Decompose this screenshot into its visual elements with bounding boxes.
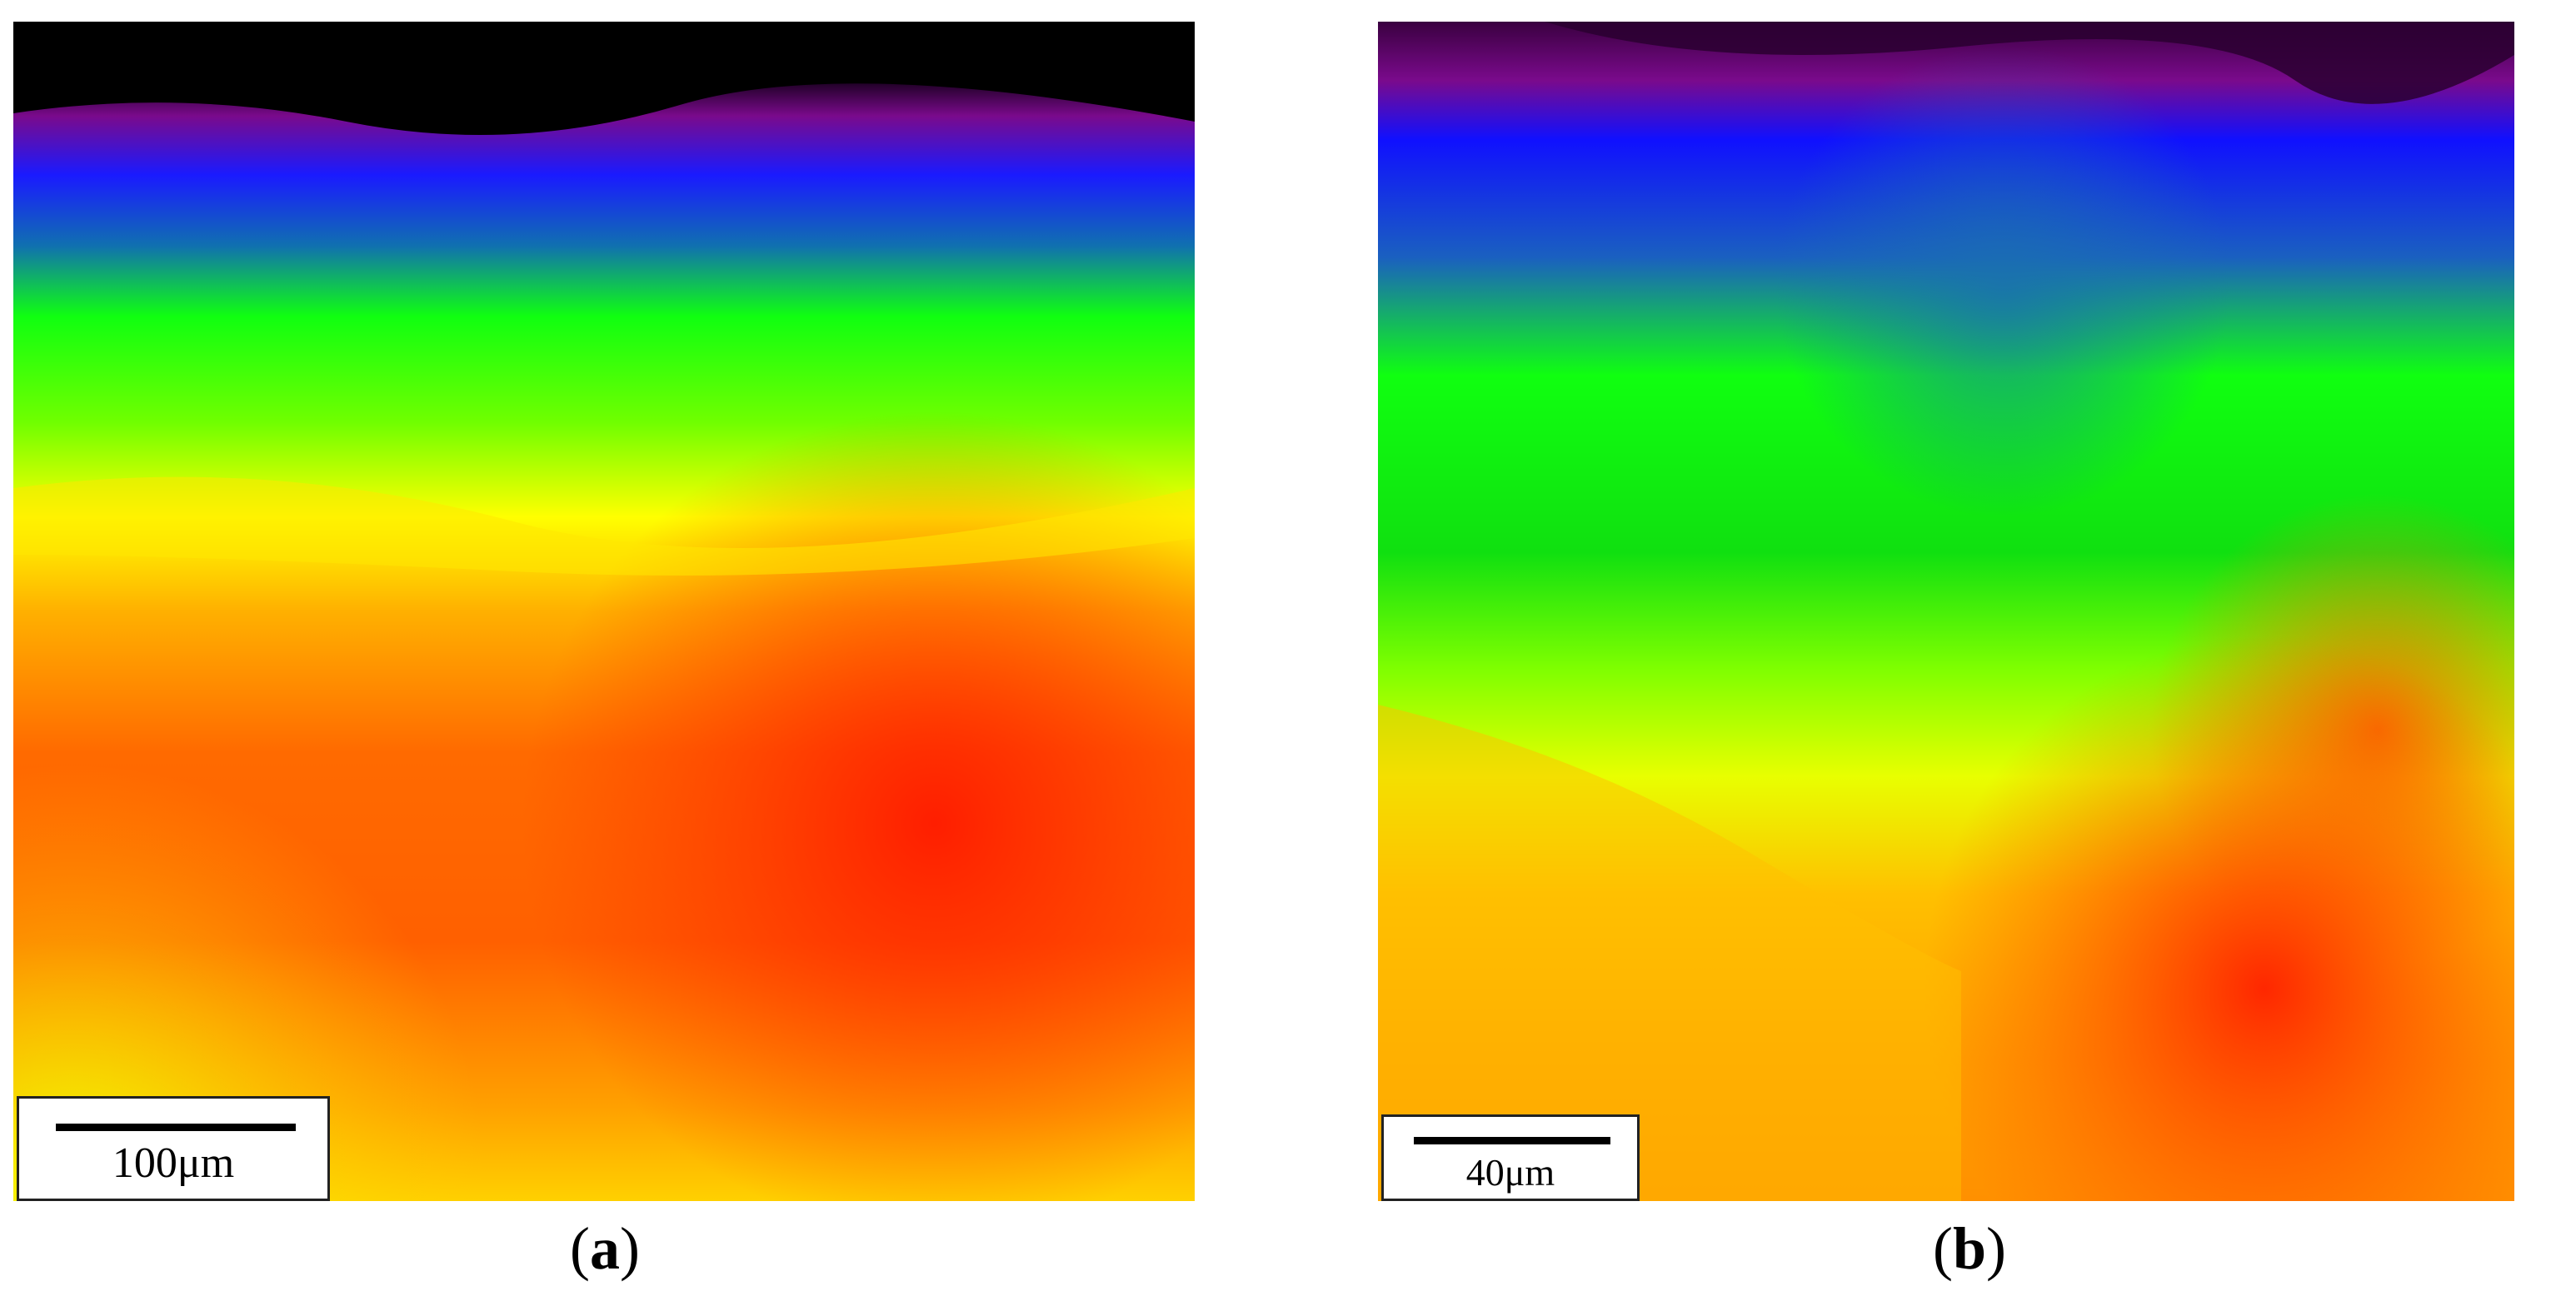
yellow-region-b: [1378, 705, 1961, 1201]
color-map-a: [13, 22, 1195, 1201]
caption-close: ): [620, 1215, 640, 1282]
color-map-image-b: 40μm: [1378, 22, 2514, 1201]
yellow-region-a: [13, 22, 1195, 1201]
scale-bar-a: 100μm: [17, 1096, 330, 1201]
scale-bar-line: [56, 1124, 296, 1131]
caption-b: (b): [1886, 1214, 2053, 1284]
color-map-b: [1378, 22, 2514, 1201]
caption-a: (a): [522, 1214, 688, 1284]
dark-band-b: [1545, 22, 2514, 104]
caption-letter: a: [590, 1215, 620, 1282]
caption-close: ): [1986, 1215, 2006, 1282]
scale-bar-line: [1414, 1137, 1610, 1144]
caption-open: (: [1932, 1215, 1953, 1282]
black-band-a: [13, 22, 1195, 135]
caption-letter: b: [1952, 1215, 1987, 1282]
scale-bar-label: 100μm: [112, 1139, 235, 1187]
color-map-image-a: 100μm: [13, 22, 1195, 1201]
yellow-band-a: [13, 476, 1195, 576]
scale-bar-b: 40μm: [1381, 1114, 1640, 1201]
scale-bar-label: 40μm: [1465, 1151, 1555, 1194]
caption-open: (: [570, 1215, 590, 1282]
